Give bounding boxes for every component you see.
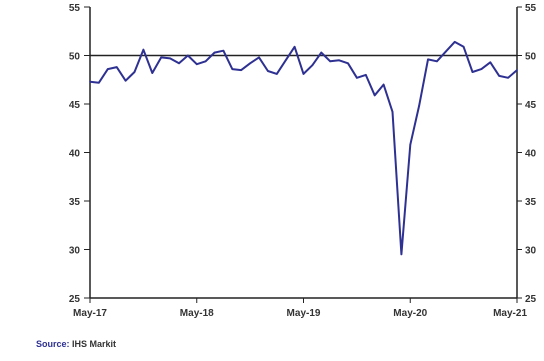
x-tick-label: May-19 [287,308,321,319]
data-point [276,73,278,75]
source-value: IHS Markit [72,339,117,349]
right-tick-label: 50 [525,52,537,63]
data-point [204,60,207,63]
data-point [329,60,331,63]
series-points [89,41,518,256]
left-tick-label: 55 [69,3,81,14]
data-point [382,83,385,86]
data-point [195,63,198,66]
data-point [462,45,465,48]
data-point [284,59,287,62]
data-point [400,253,403,256]
x-tick-label: May-20 [393,308,427,319]
right-tick-label: 30 [525,246,537,257]
left-tick-label: 45 [69,100,81,111]
data-point [240,69,243,71]
data-point [498,75,501,77]
data-point [169,57,171,60]
data-point [267,70,269,72]
data-point [427,58,429,61]
left-tick-label: 40 [69,149,81,160]
left-tick-label: 35 [69,197,81,208]
data-point [124,79,127,82]
data-point [311,64,314,66]
x-tick-label: May-18 [180,308,214,319]
data-point [115,66,118,68]
right-tick-label: 55 [525,3,537,14]
data-point [178,62,180,65]
source-label: Source: [36,339,70,349]
data-point [418,105,420,107]
left-y-axis: 25 30 35 40 45 50 55 [69,3,91,305]
data-point [489,61,492,64]
data-point [373,94,376,97]
data-point [302,73,305,75]
left-tick-label: 50 [69,52,81,63]
data-point [151,72,154,74]
data-point [106,68,109,70]
data-point [436,60,438,63]
right-tick-label: 25 [525,294,537,305]
data-point [409,143,412,146]
left-tick-label: 25 [69,294,81,305]
data-point [516,69,518,71]
left-tick-label: 30 [69,246,81,257]
source-note: Source: IHS Markit [36,339,116,349]
data-point [453,41,456,43]
data-point [133,71,136,73]
data-point [249,62,251,65]
data-point [222,49,225,52]
data-point [356,77,358,79]
data-point [320,51,323,54]
data-point [507,77,509,79]
data-point [391,110,394,113]
data-point [142,48,145,51]
x-tick-label: May-17 [73,308,107,319]
data-point [445,50,447,53]
data-point [231,68,234,70]
data-point [364,74,367,76]
data-point [347,62,349,65]
data-point [187,54,189,57]
data-point [98,81,100,84]
data-point [480,68,483,70]
data-point [293,45,296,48]
right-y-axis: 25 30 35 40 45 50 55 [516,3,537,305]
right-tick-label: 35 [525,197,537,208]
data-point [213,51,216,54]
right-tick-label: 40 [525,149,537,160]
x-tick-label: May-21 [493,308,527,319]
data-point [471,71,474,73]
right-tick-label: 45 [525,100,537,111]
data-point [89,80,91,83]
data-point [258,56,260,59]
data-point [338,59,340,62]
x-axis: May-17 May-18 May-19 May-20 May-21 [73,297,527,319]
data-point [160,56,162,59]
